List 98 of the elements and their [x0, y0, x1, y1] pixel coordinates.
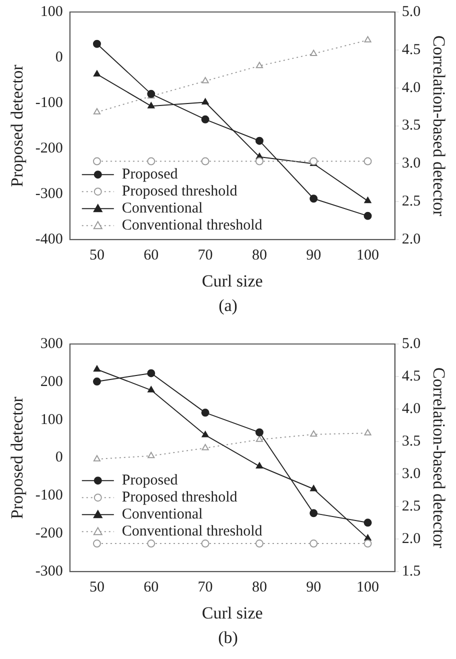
- point: [202, 98, 209, 105]
- y-tick-label: -100: [35, 488, 63, 504]
- point: [202, 77, 209, 84]
- x-tick-label: 70: [198, 580, 213, 596]
- point: [256, 436, 263, 442]
- point: [364, 196, 372, 204]
- point: [147, 157, 156, 166]
- y-tick-label: -300: [35, 564, 63, 580]
- point: [256, 62, 263, 68]
- point: [92, 40, 101, 48]
- y-tick-label: -400: [35, 232, 63, 248]
- x-tick-label: 60: [144, 580, 159, 596]
- y2-tick-label: 2.0: [402, 531, 421, 548]
- point: [148, 452, 155, 458]
- point: [255, 157, 264, 166]
- point: [147, 369, 156, 378]
- y-tick-label: 300: [40, 336, 63, 352]
- point: [364, 212, 372, 220]
- point: [148, 386, 155, 392]
- y2-tick-label: 2.5: [402, 194, 421, 210]
- legend-label: Conventional: [122, 506, 203, 523]
- x-tick-label: 70: [198, 248, 213, 264]
- point: [310, 509, 318, 518]
- y2-tick-label: 3.0: [402, 156, 421, 172]
- point: [93, 455, 101, 462]
- x-axis-title: Curl size: [202, 603, 263, 622]
- y-tick-label: 0: [55, 450, 63, 466]
- point: [256, 462, 263, 469]
- legend-label: Proposed threshold: [122, 184, 238, 200]
- point: [201, 157, 210, 166]
- x-tick-label: 50: [89, 248, 104, 264]
- y2-tick-label: 1.5: [402, 564, 421, 580]
- y2-tick-label: 4.5: [402, 42, 421, 58]
- point: [310, 50, 318, 56]
- y2-tick-label: 2.0: [402, 232, 421, 248]
- point: [202, 444, 209, 450]
- point: [310, 194, 318, 203]
- point: [147, 540, 156, 548]
- point: [364, 157, 372, 166]
- point: [201, 540, 210, 548]
- point: [201, 115, 210, 124]
- y2-axis-title: Correlation-based detector: [429, 367, 448, 549]
- point: [93, 365, 101, 372]
- point: [201, 408, 210, 417]
- point: [255, 136, 264, 145]
- y-tick-label: 0: [55, 49, 63, 66]
- y2-tick-label: 3.5: [402, 433, 421, 450]
- legend-label: Proposed: [122, 166, 178, 183]
- y2-tick-label: 3.0: [402, 466, 421, 482]
- legend-label: Proposed threshold: [122, 490, 238, 506]
- y2-tick-label: 4.5: [402, 368, 421, 384]
- y-tick-label: 100: [40, 4, 63, 20]
- x-tick-label: 100: [356, 580, 380, 596]
- y2-tick-label: 3.5: [402, 118, 421, 134]
- y-tick-label: -300: [35, 186, 63, 202]
- point: [364, 429, 372, 436]
- point: [310, 540, 318, 548]
- point: [364, 36, 372, 42]
- x-tick-label: 50: [89, 580, 104, 596]
- x-tick-label: 90: [306, 580, 322, 596]
- point: [255, 428, 264, 436]
- point: [92, 157, 101, 166]
- point: [255, 540, 264, 548]
- point: [93, 70, 101, 76]
- legend-label: Proposed: [122, 472, 178, 489]
- y2-tick-label: 5.0: [402, 4, 421, 20]
- x-axis-title: Curl size: [202, 271, 263, 290]
- x-tick-label: 60: [144, 248, 159, 264]
- y2-tick-label: 2.5: [402, 498, 421, 515]
- point: [93, 108, 101, 114]
- x-tick-label: 80: [252, 248, 267, 264]
- y2-tick-label: 4.0: [402, 400, 421, 417]
- y-axis-title: Proposed detector: [8, 64, 27, 187]
- x-tick-label: 100: [356, 248, 380, 264]
- point: [92, 378, 101, 386]
- point: [202, 431, 209, 438]
- point: [310, 485, 318, 492]
- y-tick-label: -200: [35, 140, 63, 156]
- y-tick-label: 100: [40, 412, 63, 428]
- y2-tick-label: 5.0: [402, 336, 421, 352]
- x-tick-label: 90: [306, 248, 322, 264]
- y-tick-label: -100: [35, 94, 63, 111]
- legend-label: Conventional: [122, 200, 203, 217]
- point: [364, 518, 372, 527]
- point: [148, 102, 155, 108]
- y2-tick-label: 4.0: [402, 80, 421, 96]
- point: [310, 430, 318, 437]
- y-tick-label: 200: [40, 374, 63, 390]
- text: (b): [217, 628, 239, 649]
- legend-label: Conventional threshold: [122, 524, 263, 540]
- legend-label: Conventional threshold: [122, 218, 263, 234]
- text: (a): [218, 296, 238, 317]
- y-tick-label: -200: [35, 526, 63, 542]
- x-tick-label: 80: [252, 580, 267, 596]
- point: [92, 540, 101, 548]
- point: [364, 540, 372, 548]
- y-axis-title: Proposed detector: [8, 396, 27, 519]
- y2-axis-title: Correlation-based detector: [429, 35, 448, 217]
